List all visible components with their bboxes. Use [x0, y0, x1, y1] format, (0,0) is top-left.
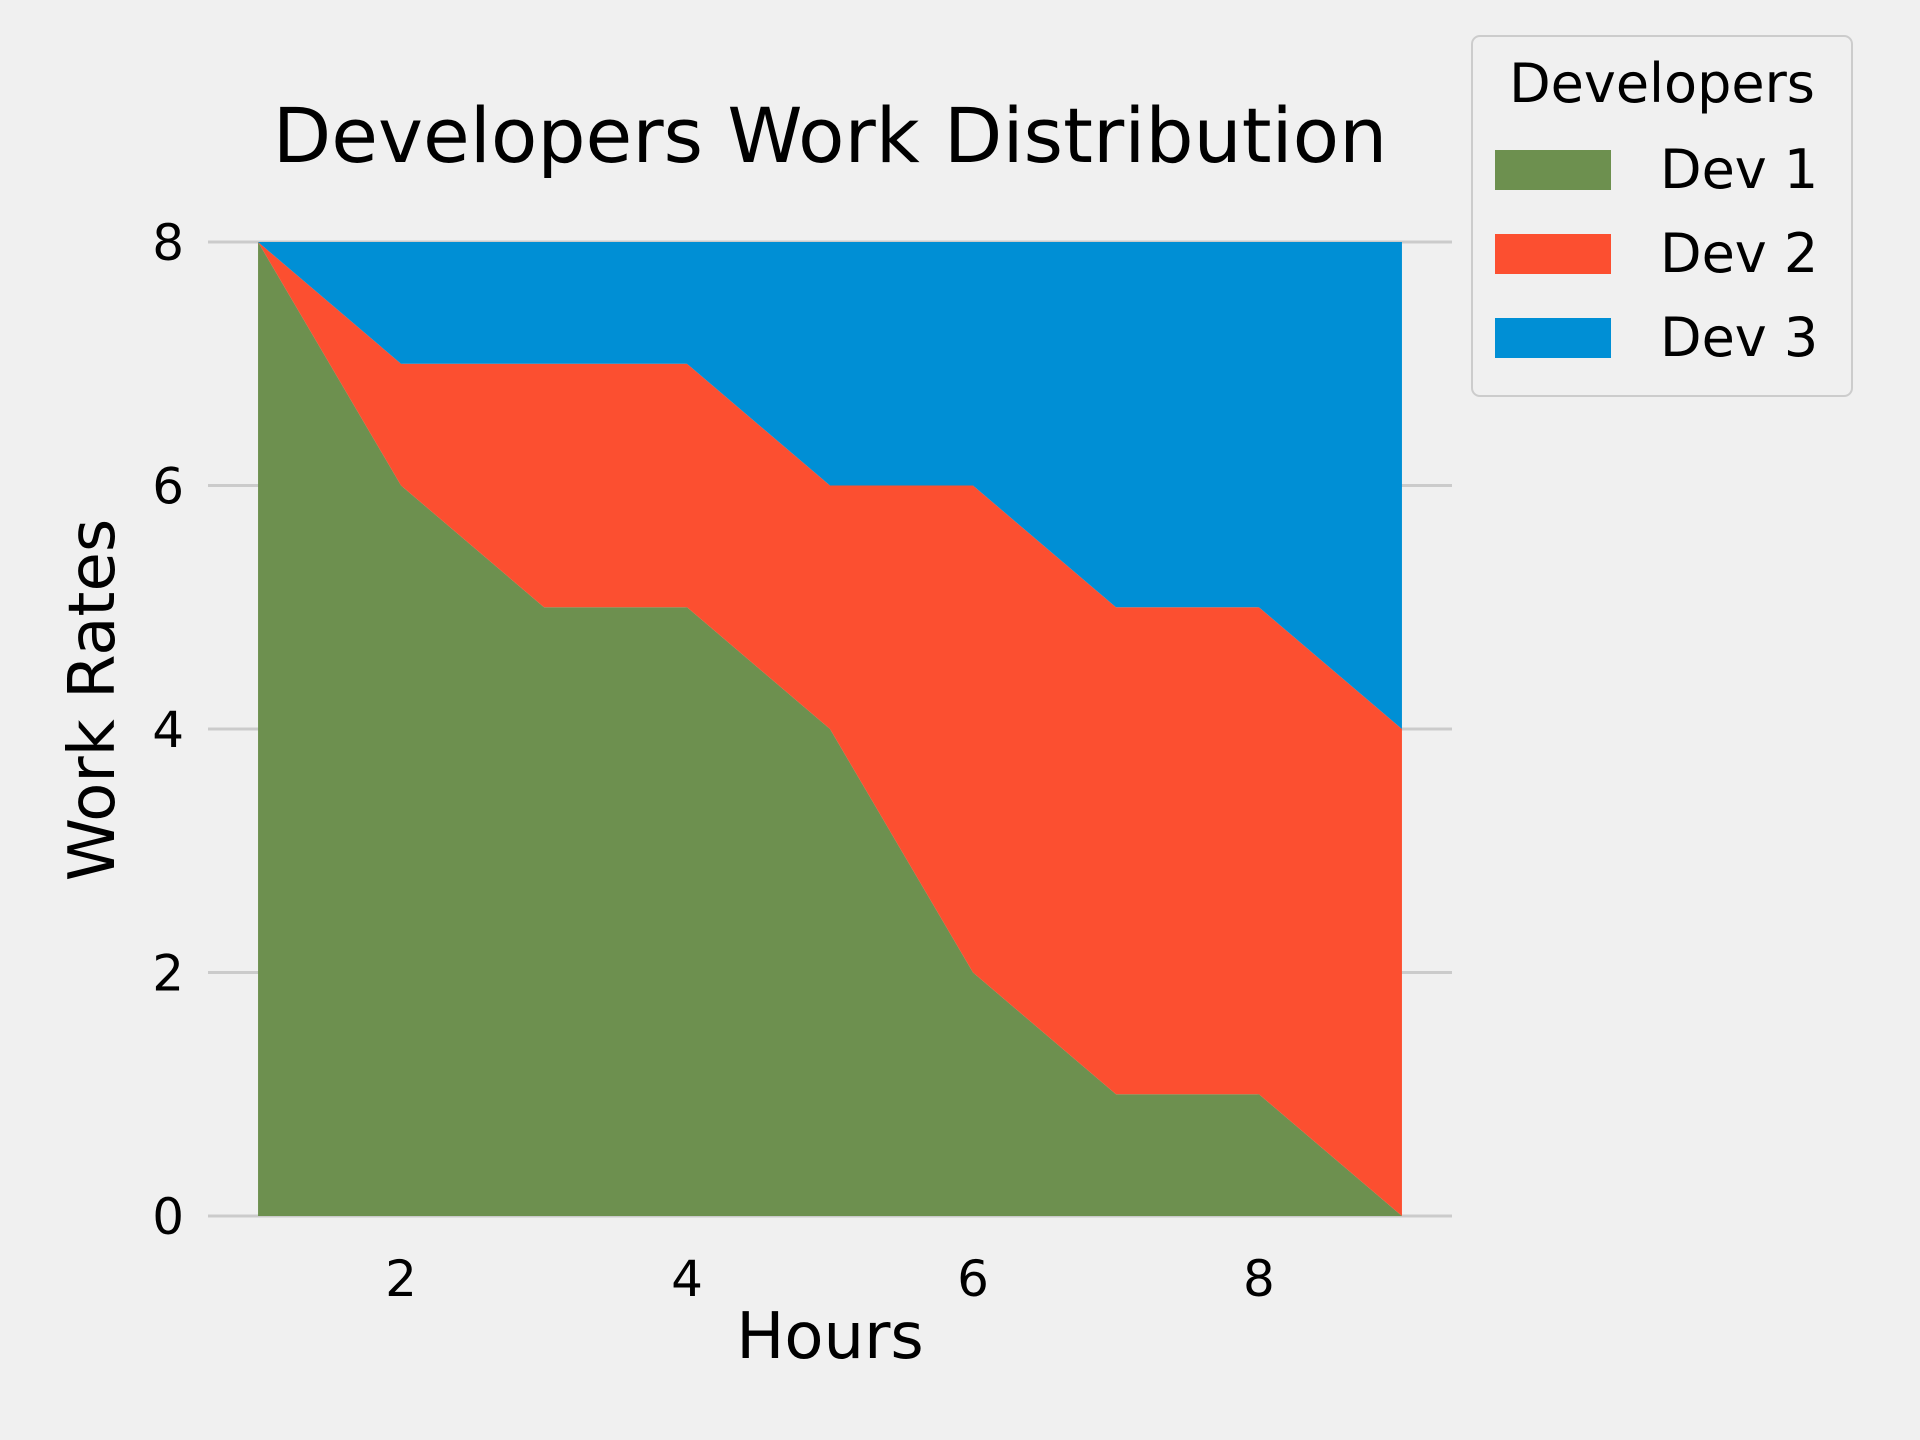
x-axis-title: Hours	[736, 1300, 924, 1374]
x-tick-label: 6	[957, 1250, 989, 1308]
legend-label-dev-3: Dev 3	[1660, 306, 1818, 369]
legend-swatch-dev-3	[1495, 318, 1611, 358]
legend-swatch-dev-2	[1495, 234, 1611, 274]
y-tick-label: 8	[152, 214, 184, 272]
area-dev-1	[258, 242, 1402, 1216]
x-tick-label: 4	[671, 1250, 703, 1308]
y-axis-title: Work Rates	[56, 519, 130, 882]
y-tick-label: 4	[152, 701, 184, 759]
area-dev-3	[258, 242, 1402, 729]
tick-labels: 0 2 4 6 8 2 4 6 8	[152, 214, 1275, 1308]
legend-items: Dev 1 Dev 2 Dev 3	[1495, 138, 1818, 369]
legend-title: Developers	[1509, 52, 1815, 115]
y-tick-label: 6	[152, 458, 184, 516]
x-tick-label: 2	[385, 1250, 417, 1308]
legend-label-dev-1: Dev 1	[1660, 138, 1818, 201]
y-tick-label: 2	[152, 945, 184, 1003]
x-tick-label: 8	[1243, 1250, 1275, 1308]
y-tick-label: 0	[152, 1188, 184, 1246]
legend-frame	[1471, 35, 1853, 397]
legend-swatch-dev-1	[1495, 150, 1611, 190]
chart-title: Developers Work Distribution	[273, 91, 1388, 180]
legend: Developers Dev 1 Dev 2 Dev 3	[1471, 35, 1853, 397]
area-dev-2	[258, 242, 1402, 1216]
area-series	[258, 242, 1402, 1216]
legend-label-dev-2: Dev 2	[1660, 222, 1818, 285]
